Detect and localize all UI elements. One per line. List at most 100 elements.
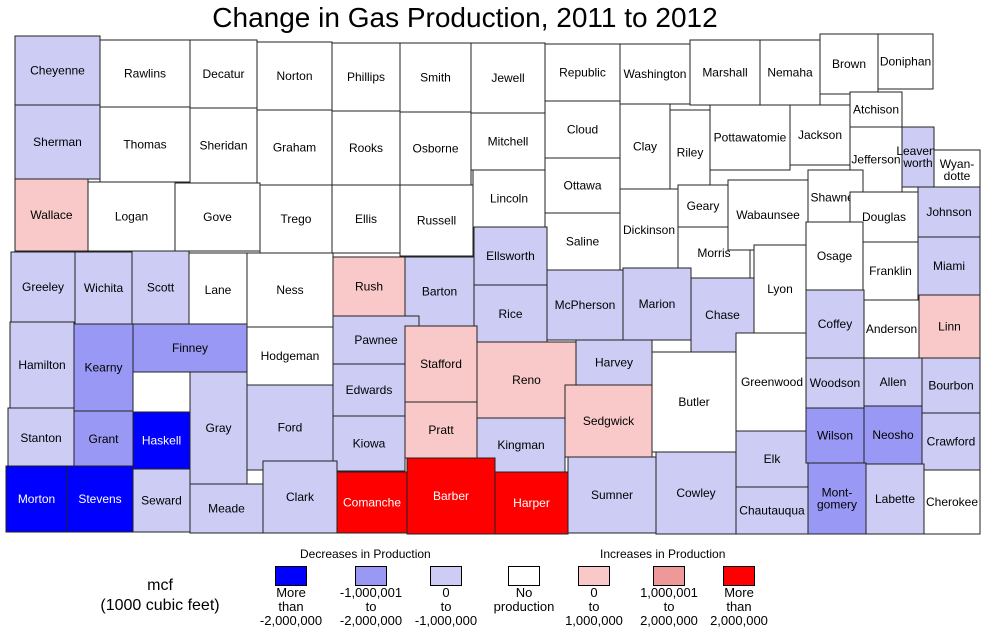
county-label-kearny: Kearny (84, 361, 122, 375)
county-label-jefferson: Jefferson (851, 153, 900, 167)
kansas-county-map: Cheyenne Rawlins Decatur Norton Phillips Smit… (5, 33, 981, 535)
county-mcpherson (546, 269, 624, 341)
county-osborne (399, 111, 472, 186)
county-label-johnson: Johnson (926, 205, 971, 219)
county-decatur (189, 39, 258, 109)
county-gray (189, 371, 248, 485)
county-dickinson (619, 188, 679, 272)
county-label-doniphan: Doniphan (880, 55, 931, 69)
decreases-legend-title: Decreases in Production (300, 547, 431, 561)
county-label-edwards: Edwards (346, 383, 393, 397)
county-morton (5, 465, 68, 533)
county-label-decatur: Decatur (202, 67, 244, 81)
legend-swatch-no-production (508, 566, 540, 586)
county-rawlins (99, 39, 191, 108)
county-pratt (404, 401, 478, 459)
county-sheridan (189, 107, 258, 184)
county-finney (132, 323, 248, 373)
county-thomas (99, 106, 191, 183)
county-crawford (921, 412, 981, 471)
unit-label: mcf (1000 cubic feet) (100, 577, 220, 614)
county-ottawa (544, 157, 621, 214)
legend-label-more-than-2m: More than 2,000,000 (710, 585, 768, 628)
county-label-wallace: Wallace (30, 208, 73, 222)
county-labette (865, 463, 925, 535)
county-label-stevens: Stevens (78, 492, 121, 506)
county-grant (73, 410, 134, 468)
county-haskell (132, 411, 191, 470)
county-greeley (10, 251, 76, 323)
legend-label-zero-to-1m: 0 to 1,000,000 (565, 585, 623, 628)
county-label-riley: Riley (677, 146, 704, 160)
county-wilson (805, 407, 865, 464)
county-label-pawnee: Pawnee (354, 333, 398, 347)
legend-swatch-more-than-neg2m (275, 566, 307, 586)
county-lane (188, 252, 248, 328)
county-anderson (863, 299, 920, 359)
county-label-stafford: Stafford (420, 357, 462, 371)
county-label-rooks: Rooks (349, 141, 383, 155)
county-label-ford: Ford (278, 421, 303, 435)
map-title: Change in Gas Production, 2011 to 2012 (212, 2, 718, 33)
county-neosho (863, 405, 923, 465)
county-cloud (544, 100, 621, 159)
county-label-kingman: Kingman (497, 438, 544, 452)
county-label-logan: Logan (115, 210, 148, 224)
county-pottawatomie (709, 104, 791, 171)
county-label-ottawa: Ottawa (563, 179, 601, 193)
county-label-scott: Scott (147, 281, 175, 295)
county-label-ness: Ness (276, 283, 303, 297)
county-graham (256, 109, 333, 186)
county-label-elk: Elk (764, 452, 782, 466)
county-label-greenwood: Greenwood (741, 375, 803, 389)
county-label-hodgeman: Hodgeman (261, 349, 320, 363)
county-label-smith: Smith (420, 71, 451, 85)
county-meade (189, 483, 264, 534)
county-label-cherokee: Cherokee (926, 495, 978, 509)
county-label-harper: Harper (513, 496, 550, 510)
county-harper (494, 471, 569, 535)
county-label-jewell: Jewell (491, 71, 524, 85)
county-label-meade: Meade (208, 502, 245, 516)
county-washington (619, 43, 691, 105)
county-label-comanche: Comanche (343, 496, 401, 510)
county-label-butler: Butler (678, 395, 709, 409)
county-russell (399, 184, 474, 257)
county-barber (406, 457, 496, 535)
county-label-barton: Barton (422, 285, 457, 299)
county-label-jackson: Jackson (798, 128, 842, 142)
county-sedgwick (564, 384, 653, 458)
county-label-sherman: Sherman (33, 135, 82, 149)
county-seward (132, 468, 191, 533)
county-label-miami: Miami (933, 259, 965, 273)
county-label-ellis: Ellis (355, 212, 377, 226)
county-label-morton: Morton (18, 492, 55, 506)
county-rice (473, 284, 548, 344)
county-label-pratt: Pratt (428, 423, 454, 437)
county-chautauqua (735, 486, 809, 535)
county-woodson (805, 357, 865, 409)
county-label-wyan-dotte: Wyan-dotte (940, 157, 975, 183)
county-label-sedgwick: Sedgwick (583, 414, 635, 428)
county-gove (174, 182, 261, 252)
county-label-crawford: Crawford (927, 435, 976, 449)
county-label-finney: Finney (172, 341, 208, 355)
county-doniphan (877, 33, 934, 90)
county-label-rawlins: Rawlins (124, 67, 166, 81)
county-kiowa (332, 415, 406, 472)
county-clay (619, 103, 671, 190)
county-label-barber: Barber (433, 489, 469, 503)
county-lyon (753, 244, 807, 334)
county-cowley (655, 451, 737, 535)
county-label-allen: Allen (880, 375, 907, 389)
legend-swatch-zero-to-neg1m (430, 566, 462, 586)
county-elk (735, 430, 809, 488)
county-label-gove: Gove (203, 210, 232, 224)
county-stafford (404, 325, 478, 403)
county-jackson (789, 104, 851, 166)
county-reno (476, 341, 577, 419)
county-label-atchison: Atchison (853, 103, 899, 117)
county-label-lincoln: Lincoln (490, 192, 528, 206)
county-label-greeley: Greeley (22, 280, 64, 294)
county-label-clark: Clark (286, 490, 315, 504)
